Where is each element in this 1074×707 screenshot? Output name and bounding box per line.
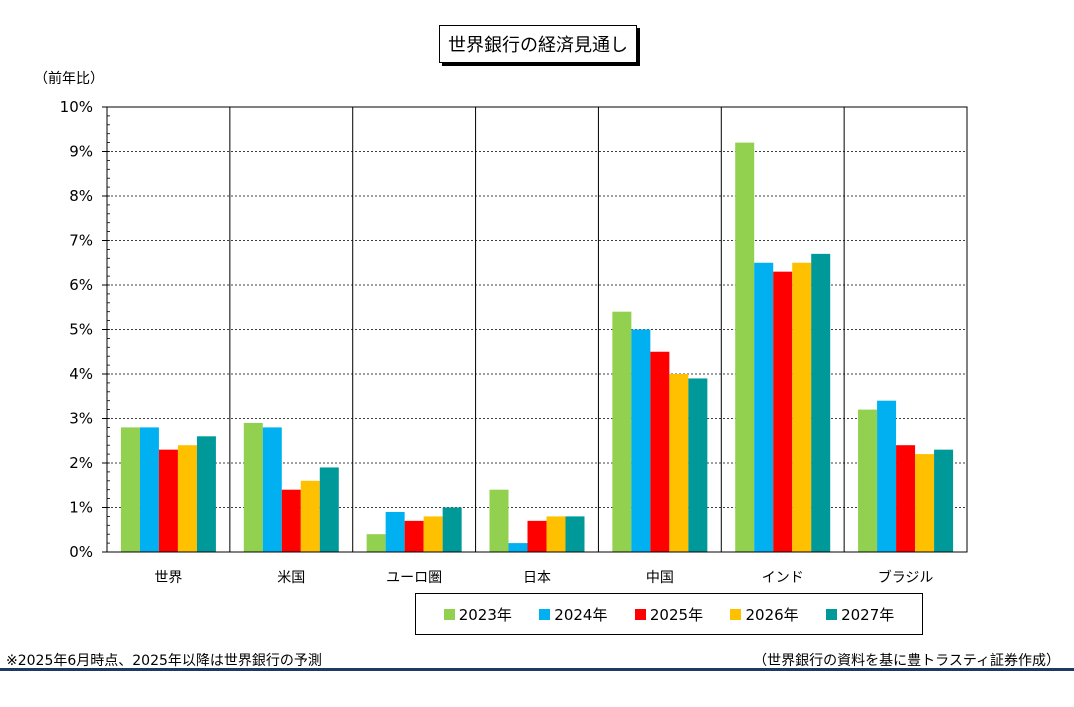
bar [281, 489, 301, 552]
legend-label: 2027年 [841, 605, 895, 624]
bar [196, 436, 216, 552]
legend-label: 2026年 [745, 605, 799, 624]
chart-title: 世界銀行の経済見通し [439, 25, 637, 63]
legend-swatch [826, 608, 838, 620]
bar [120, 427, 140, 552]
bar [319, 467, 339, 552]
y-tick-label: 9% [69, 143, 93, 161]
x-category-label: 米国 [277, 570, 305, 586]
x-category-label: 中国 [646, 570, 674, 586]
bar [385, 511, 405, 552]
bar [442, 507, 462, 552]
y-tick-label: 7% [69, 232, 93, 250]
bar [489, 489, 509, 552]
bar [773, 271, 793, 552]
legend-swatch [730, 608, 742, 620]
bar [404, 520, 424, 552]
y-tick-label: 0% [69, 543, 93, 561]
legend-swatch [443, 608, 455, 620]
y-tick-label: 5% [69, 321, 93, 339]
bar [243, 422, 263, 552]
bar [896, 445, 916, 552]
legend-item: 2026年 [730, 604, 799, 625]
legend-item: 2024年 [539, 604, 607, 625]
bar [423, 516, 443, 552]
legend-label: 2024年 [554, 605, 608, 624]
y-axis-unit-label: （前年比） [34, 71, 104, 87]
bar [177, 445, 197, 552]
y-tick-label: 10% [60, 98, 93, 116]
bar [688, 378, 708, 552]
bar [735, 142, 755, 552]
legend-item: 2023年 [443, 604, 512, 625]
y-tick-label: 8% [69, 187, 93, 205]
legend-item: 2027年 [826, 604, 894, 625]
x-category-label: 世界 [154, 570, 182, 586]
bar [669, 374, 689, 552]
bar [546, 516, 566, 552]
source-note: （世界銀行の資料を基に豊トラスティ証券作成） [753, 653, 1060, 669]
x-category-label: ユーロ圏 [386, 570, 442, 586]
bar [508, 543, 528, 552]
bar [877, 400, 897, 552]
bar [139, 427, 159, 552]
bar [650, 351, 670, 552]
bar [565, 516, 585, 552]
legend-label: 2023年 [458, 605, 512, 624]
bottom-divider [0, 668, 1074, 671]
legend-item: 2025年 [634, 604, 704, 625]
y-tick-label: 3% [69, 410, 93, 428]
plot-frame [106, 106, 968, 553]
y-tick-label: 4% [69, 365, 93, 383]
footnote: ※2025年6月時点、2025年以降は世界銀行の予測 [6, 653, 322, 669]
bar [811, 253, 831, 552]
y-tick-label: 2% [69, 454, 93, 472]
bar [754, 262, 774, 552]
bar [792, 262, 812, 552]
x-category-label: ブラジル [878, 569, 934, 586]
bar [300, 480, 320, 552]
bar [262, 427, 282, 552]
bar [612, 311, 632, 552]
x-category-label: 日本 [523, 570, 551, 586]
bar [366, 534, 386, 552]
y-tick-label: 1% [69, 499, 93, 517]
legend-label: 2025年 [649, 605, 704, 624]
bar [158, 449, 178, 552]
bar [915, 454, 935, 552]
chart-legend: 2023年 2024年 2025年 2026年 2027年 [415, 593, 923, 635]
bar [631, 329, 651, 552]
legend-swatch [539, 608, 551, 620]
y-tick-label: 6% [69, 276, 93, 294]
bar [934, 449, 954, 552]
x-category-label: インド [762, 570, 804, 586]
bar [527, 520, 547, 552]
legend-swatch [634, 608, 646, 620]
bar [858, 409, 878, 552]
